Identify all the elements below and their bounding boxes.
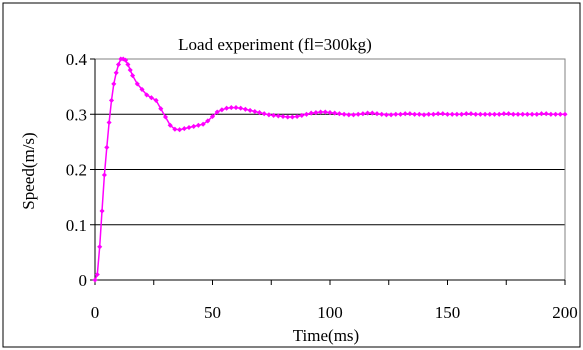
data-point [104, 144, 110, 150]
data-point [186, 124, 192, 131]
data-point [191, 123, 197, 129]
data-point [332, 110, 338, 116]
data-point [200, 121, 206, 127]
chart-title: Load experiment (fl=300kg) [178, 35, 372, 54]
data-point [242, 106, 248, 112]
data-point [261, 111, 267, 117]
data-point [111, 81, 117, 87]
data-point [148, 95, 154, 101]
data-point [402, 111, 408, 117]
data-point [238, 105, 244, 111]
data-point [177, 127, 183, 133]
data-point [233, 105, 239, 111]
data-point [308, 110, 314, 116]
x-tick-label: 50 [204, 303, 221, 322]
x-tick-label: 0 [91, 303, 100, 322]
data-point [125, 61, 131, 68]
x-tick-label: 200 [552, 303, 578, 322]
y-tick-label: 0.4 [66, 50, 88, 69]
y-axis-title: Speed(m/s) [19, 132, 38, 209]
data-point [365, 110, 371, 116]
tick-labels: 0 0.1 0.2 0.3 0.4 0 50 100 150 200 [66, 50, 578, 322]
y-tick-label: 0.2 [66, 161, 87, 180]
x-tick-label: 100 [317, 303, 343, 322]
data-point [130, 73, 136, 79]
data-point [435, 111, 441, 117]
y-tick-label: 0.1 [66, 216, 87, 235]
x-axis-title: Time(ms) [293, 326, 359, 345]
data-point [172, 126, 178, 132]
data-point [506, 111, 512, 117]
y-tick-label: 0.3 [66, 105, 87, 124]
data-point [181, 126, 187, 132]
data-point [228, 105, 234, 111]
data-point [108, 97, 115, 103]
data-point [224, 105, 230, 111]
data-point [195, 122, 201, 128]
data-point [101, 172, 107, 178]
data-point [158, 106, 164, 112]
data-point [127, 67, 133, 73]
data-point [123, 57, 129, 63]
y-tick-label: 0 [79, 271, 88, 290]
data-point [115, 61, 122, 68]
x-tick-label: 150 [435, 303, 461, 322]
data-point [219, 107, 225, 113]
